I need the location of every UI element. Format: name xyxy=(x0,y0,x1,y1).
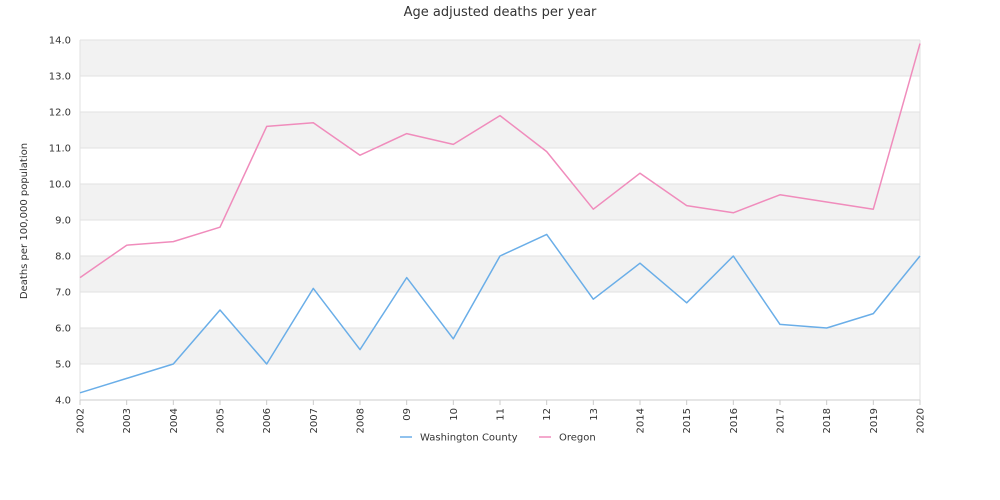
y-tick-label: 5.0 xyxy=(55,360,71,371)
x-tick-label: 2004 xyxy=(169,408,180,433)
series-line-oregon xyxy=(79,43,921,279)
plot-background-bands xyxy=(80,40,920,400)
x-tick-label: 12 xyxy=(542,408,553,421)
plot-band xyxy=(80,364,920,400)
plot-band xyxy=(80,328,920,364)
plot-band xyxy=(80,148,920,184)
x-tick-label: 2018 xyxy=(822,408,833,433)
legend-label: Washington County xyxy=(420,433,518,444)
x-tick-label: 2008 xyxy=(356,408,367,433)
x-tick-label: 09 xyxy=(402,408,413,421)
y-axis-ticks: 4.0 5.0 6.0 7.0 8.0 9.0 10.0 11.0 12.0 13.0 14.0 xyxy=(49,36,71,407)
y-tick-label: 6.0 xyxy=(55,324,71,335)
y-tick-label: 7.0 xyxy=(55,288,71,299)
plot-band xyxy=(80,292,920,328)
x-tick-label: 2020 xyxy=(916,408,927,433)
series-line-washington-county xyxy=(79,233,921,394)
y-axis-label: Deaths per 100,000 population xyxy=(19,143,30,299)
y-tick-label: 8.0 xyxy=(55,252,71,263)
x-tick-label: 2014 xyxy=(636,408,647,433)
series-lines xyxy=(79,43,921,394)
y-tick-label: 4.0 xyxy=(55,396,71,407)
y-tick-label: 9.0 xyxy=(55,216,71,227)
y-tick-label: 14.0 xyxy=(49,36,71,47)
plot-band xyxy=(80,184,920,220)
plot-band xyxy=(80,220,920,256)
x-axis-ticks: 2002 2003 2004 2005 2006 2007 2008 09 10 11 12 13 20… xyxy=(76,400,927,433)
x-tick-label: 2005 xyxy=(216,408,227,433)
x-tick-label: 11 xyxy=(496,408,507,421)
plot-band xyxy=(80,256,920,292)
legend: Washington County Oregon xyxy=(400,433,596,444)
x-tick-label: 2002 xyxy=(76,408,87,433)
x-tick-label: 2019 xyxy=(869,408,880,433)
x-tick-label: 10 xyxy=(449,408,460,421)
plot-band xyxy=(80,40,920,76)
y-tick-label: 10.0 xyxy=(49,180,71,191)
x-tick-label: 13 xyxy=(589,408,600,421)
y-tick-label: 11.0 xyxy=(49,144,71,155)
x-tick-label: 2016 xyxy=(729,408,740,433)
x-tick-label: 2017 xyxy=(776,408,787,433)
x-tick-label: 2006 xyxy=(262,408,273,433)
legend-label: Oregon xyxy=(559,433,596,444)
y-tick-label: 13.0 xyxy=(49,72,71,83)
x-tick-label: 2007 xyxy=(309,408,320,433)
x-tick-label: 2003 xyxy=(122,408,133,433)
plot-band xyxy=(80,112,920,148)
plot-band xyxy=(80,76,920,112)
chart-title: Age adjusted deaths per year xyxy=(404,5,597,20)
x-tick-label: 2015 xyxy=(682,408,693,433)
y-tick-label: 12.0 xyxy=(49,108,71,119)
